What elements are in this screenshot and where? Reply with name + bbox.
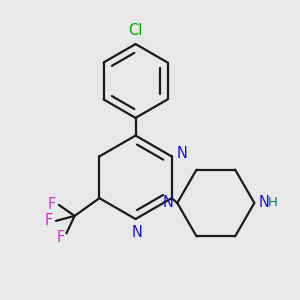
Text: Cl: Cl <box>128 22 143 38</box>
Text: F: F <box>44 213 53 228</box>
Text: F: F <box>57 230 65 245</box>
Text: F: F <box>47 197 56 212</box>
Text: H: H <box>268 196 278 209</box>
Text: N: N <box>163 196 173 211</box>
Text: N: N <box>258 196 269 211</box>
Text: N: N <box>176 146 188 161</box>
Text: N: N <box>132 225 142 240</box>
